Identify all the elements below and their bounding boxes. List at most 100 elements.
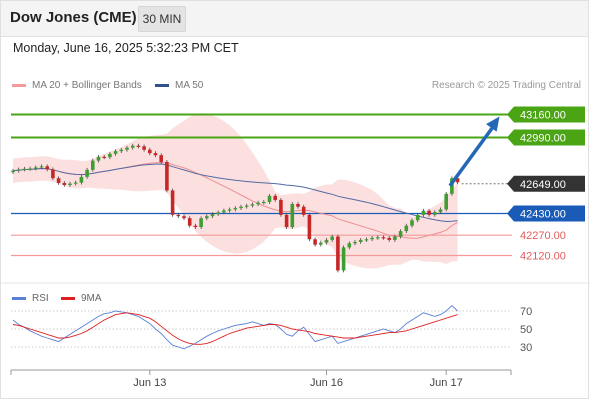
- price-label-support: 42120.00: [520, 251, 566, 263]
- candle: [450, 176, 454, 196]
- candle: [11, 168, 15, 175]
- candle-body: [11, 170, 15, 173]
- candle: [153, 151, 158, 158]
- rsi-label: RSI: [32, 293, 49, 304]
- candle-body: [28, 168, 32, 170]
- candle-body: [381, 237, 386, 239]
- rsi-tick-label: 30: [520, 342, 532, 354]
- candle-body: [273, 195, 277, 200]
- candle-body: [404, 225, 409, 232]
- timeframe-button[interactable]: 30 MIN: [138, 6, 186, 32]
- candle: [444, 191, 448, 212]
- candle-body: [370, 237, 374, 240]
- candle: [159, 153, 163, 164]
- candle-body: [410, 220, 414, 226]
- candle: [170, 188, 175, 217]
- candle: [136, 143, 141, 149]
- candle: [56, 176, 61, 185]
- candle: [16, 167, 21, 173]
- ma50-swatch: [155, 83, 169, 87]
- price-label-text: 42120.00: [520, 251, 566, 263]
- candle-body: [159, 155, 163, 162]
- candle-body: [284, 214, 289, 228]
- candle: [108, 151, 112, 160]
- candle-body: [433, 212, 437, 215]
- candle: [45, 164, 49, 172]
- candle: [199, 216, 203, 229]
- candle-body: [91, 160, 95, 170]
- price-tag: [507, 106, 585, 123]
- price-tag: [507, 175, 585, 192]
- candle-body: [455, 178, 460, 183]
- price-label-current: 42649.00: [507, 175, 585, 192]
- candle: [347, 241, 352, 250]
- candle: [222, 208, 226, 215]
- candle-body: [125, 147, 129, 150]
- candle-body: [96, 156, 101, 161]
- candle: [85, 167, 89, 179]
- candle: [256, 200, 260, 207]
- candle-body: [142, 146, 146, 150]
- candle-body: [341, 247, 346, 271]
- candle-body: [102, 156, 106, 159]
- candle: [142, 144, 146, 152]
- ma50-label: MA 50: [175, 80, 204, 91]
- bollinger-label: MA 20 + Bollinger Bands: [32, 80, 142, 91]
- rsi-ma-label: 9MA: [81, 293, 102, 304]
- candle: [393, 234, 397, 242]
- candle-body: [119, 149, 124, 152]
- candle: [250, 202, 255, 208]
- candle-body: [244, 205, 249, 207]
- candle: [113, 149, 118, 156]
- price-tag: [507, 205, 585, 222]
- target-arrow-shaft: [448, 122, 497, 187]
- candle: [102, 154, 106, 160]
- candle: [79, 174, 84, 185]
- candle: [301, 204, 306, 217]
- price-label-pivot: 42430.00: [507, 205, 585, 222]
- candle-body: [307, 214, 312, 240]
- candle: [239, 204, 243, 210]
- candle-body: [450, 178, 454, 194]
- legend-rsi-ma: 9MA: [61, 293, 102, 304]
- candle: [22, 166, 27, 172]
- legend-rsi: RSI: [12, 293, 49, 304]
- candle: [353, 240, 357, 246]
- candle-body: [319, 242, 323, 245]
- candle: [130, 143, 135, 150]
- price-label-resistance: 43160.00: [507, 106, 585, 123]
- candle: [148, 147, 152, 156]
- price-label-text: 42649.00: [520, 179, 566, 191]
- candle-body: [182, 216, 186, 219]
- candle: [438, 207, 443, 215]
- candle: [398, 229, 403, 239]
- candle-body: [256, 202, 260, 205]
- candle-body: [176, 214, 181, 217]
- candle: [313, 237, 317, 247]
- candle-body: [113, 151, 118, 154]
- candle: [336, 234, 340, 273]
- candle-body: [108, 153, 112, 158]
- candle-body: [187, 218, 192, 226]
- candle-body: [227, 209, 232, 211]
- candle: [433, 210, 437, 217]
- candle-body: [290, 203, 295, 228]
- candle-body: [79, 176, 84, 183]
- candle-body: [239, 206, 243, 209]
- candle-body: [148, 149, 152, 154]
- candle: [39, 164, 44, 170]
- rsi-tick-label: 70: [520, 306, 532, 318]
- candle: [73, 180, 78, 186]
- candle-body: [193, 225, 198, 228]
- rsi-swatch: [12, 296, 26, 300]
- legend-bollinger: MA 20 + Bollinger Bands: [12, 80, 142, 91]
- candle-body: [34, 167, 38, 169]
- target-arrowhead: [486, 116, 500, 132]
- candle: [290, 202, 295, 229]
- rsi-ma-line: [12, 312, 458, 345]
- price-label-text: 42270.00: [520, 230, 566, 242]
- candle: [176, 212, 181, 219]
- candle-body: [130, 145, 135, 148]
- candle: [51, 167, 55, 181]
